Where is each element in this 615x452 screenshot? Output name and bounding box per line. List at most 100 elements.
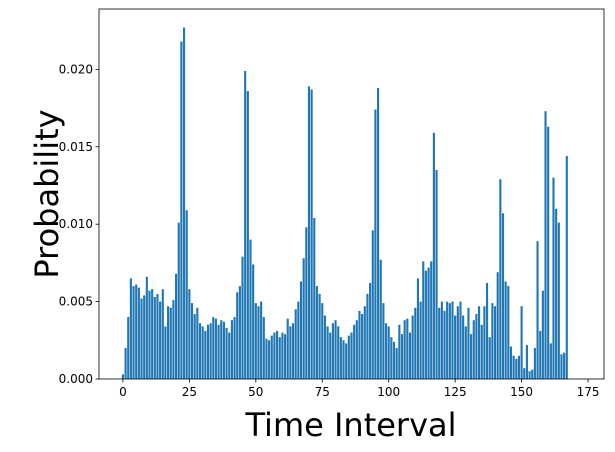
bar <box>326 326 329 379</box>
bar <box>528 371 531 379</box>
bar <box>557 222 560 379</box>
bar <box>270 335 273 379</box>
bar <box>148 290 151 379</box>
bar <box>220 320 223 379</box>
bar <box>467 307 470 379</box>
bar <box>406 318 409 379</box>
bar <box>161 289 164 379</box>
bar <box>422 261 425 379</box>
bar <box>472 320 475 379</box>
bar <box>499 179 502 379</box>
bar <box>217 324 220 379</box>
bar <box>507 286 510 379</box>
y-tick-label: 0.005 <box>59 295 93 309</box>
bar <box>252 264 255 379</box>
y-tick-label: 0.015 <box>59 140 93 154</box>
bar <box>411 315 414 379</box>
bar <box>321 303 324 379</box>
bar <box>265 338 268 379</box>
bar <box>462 315 465 379</box>
bar <box>329 332 332 379</box>
bar <box>299 281 303 379</box>
bar <box>430 261 433 379</box>
bar <box>230 320 233 379</box>
bar <box>504 281 507 379</box>
bar <box>190 303 194 379</box>
bar <box>140 298 143 379</box>
bar <box>515 358 518 379</box>
bar <box>539 331 542 379</box>
bar <box>501 213 505 379</box>
bar <box>488 337 491 379</box>
bar <box>424 270 427 379</box>
bar <box>201 326 204 379</box>
bar <box>209 323 212 379</box>
bar <box>175 273 178 379</box>
bar <box>353 324 356 379</box>
x-tick-label: 0 <box>119 385 127 399</box>
bar <box>127 317 130 379</box>
bar <box>151 289 154 379</box>
bar <box>169 307 172 379</box>
bar <box>435 170 438 379</box>
bar <box>377 87 380 379</box>
bar <box>273 332 276 379</box>
x-tick-label: 175 <box>577 385 600 399</box>
bar <box>560 354 563 379</box>
bar <box>238 286 241 379</box>
bar <box>552 177 555 379</box>
bar <box>464 326 467 379</box>
bar <box>509 346 513 379</box>
bar <box>531 369 534 379</box>
bar <box>517 355 521 379</box>
bar <box>241 256 244 379</box>
bar <box>496 272 499 379</box>
bar <box>135 284 138 379</box>
y-tick-label: 0.010 <box>59 217 93 231</box>
bar <box>337 326 340 379</box>
bar <box>305 227 308 379</box>
bar <box>438 307 441 379</box>
bar <box>196 307 199 379</box>
bar <box>400 334 404 379</box>
bar <box>384 323 388 379</box>
bar <box>124 348 127 379</box>
bar <box>289 326 292 379</box>
bar <box>392 341 396 379</box>
bar <box>440 301 443 379</box>
bar <box>544 111 547 380</box>
bar <box>132 286 135 379</box>
bar <box>185 210 188 379</box>
bar <box>204 331 207 379</box>
bar <box>193 313 196 379</box>
bar <box>408 332 412 379</box>
bar <box>276 331 279 379</box>
bar <box>536 241 539 379</box>
bar <box>520 306 523 379</box>
bar <box>374 109 377 379</box>
bar <box>334 320 337 379</box>
bar <box>212 317 215 379</box>
bar <box>153 296 156 379</box>
bar <box>345 343 348 379</box>
bar <box>225 327 228 379</box>
bar <box>432 132 435 379</box>
bar <box>525 344 528 379</box>
bar <box>342 340 345 379</box>
bars <box>121 27 568 380</box>
bar <box>347 335 350 379</box>
x-axis-label: Time Interval <box>244 406 456 444</box>
bar <box>188 289 191 379</box>
bar <box>167 306 170 379</box>
bar <box>307 86 311 380</box>
bar <box>318 293 321 379</box>
x-tick-label: 100 <box>377 385 400 399</box>
bar <box>419 301 422 379</box>
bar <box>129 278 132 379</box>
bar <box>355 320 358 379</box>
bar <box>297 301 300 379</box>
bar <box>523 368 526 379</box>
bar <box>454 315 457 379</box>
bar <box>371 230 374 379</box>
bar <box>156 293 159 379</box>
